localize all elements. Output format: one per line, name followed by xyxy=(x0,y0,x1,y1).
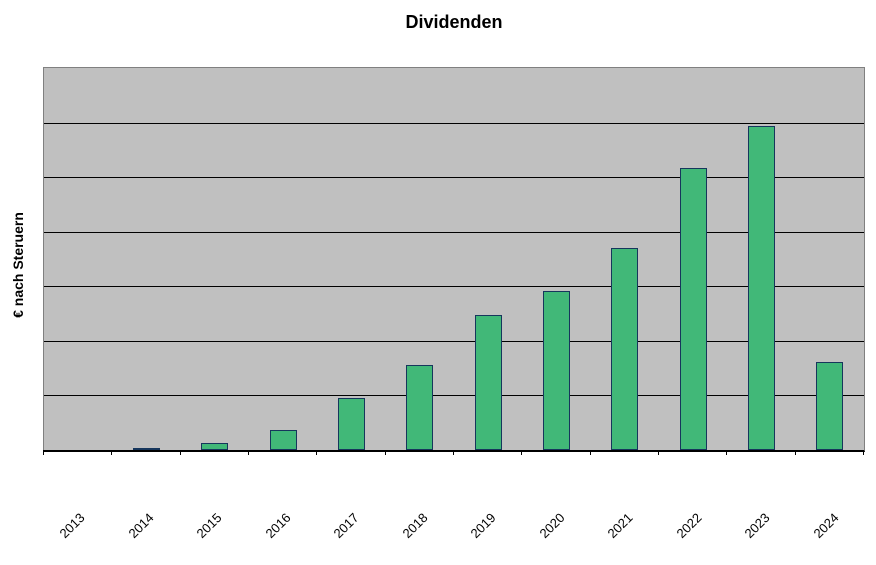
bar-2023 xyxy=(748,126,775,450)
bar-2014 xyxy=(133,447,160,450)
plot-area xyxy=(43,67,865,455)
gridline xyxy=(44,177,864,179)
x-axis-labels: 2013 2014 2015 2016 2017 2018 2019 2020 2021 2022… xyxy=(43,452,865,565)
bar-2022 xyxy=(679,168,707,450)
bar-2016 xyxy=(269,430,297,450)
x-tick-label-2019: 2019 xyxy=(467,510,499,542)
x-axis-tick xyxy=(384,450,386,455)
gridline xyxy=(44,286,864,288)
x-tick-label-2023: 2023 xyxy=(741,510,773,542)
x-tick-label-2013: 2013 xyxy=(56,510,88,542)
bar-2019 xyxy=(474,315,502,450)
x-axis-tick xyxy=(248,450,249,455)
x-axis-tick xyxy=(726,450,728,455)
x-axis-tick xyxy=(794,450,796,455)
x-axis-tick xyxy=(316,450,318,455)
x-tick-label-2022: 2022 xyxy=(673,510,705,542)
bar-2017 xyxy=(338,397,365,450)
gridline xyxy=(44,340,864,342)
gridline xyxy=(44,395,864,397)
gridline xyxy=(44,231,864,233)
x-axis-tick xyxy=(658,450,659,455)
x-axis-tick xyxy=(179,450,181,455)
x-tick-label-2015: 2015 xyxy=(193,510,225,542)
x-tick-label-2017: 2017 xyxy=(330,510,362,542)
chart-title: Dividenden xyxy=(405,12,503,32)
bar-2018 xyxy=(406,365,434,450)
x-axis-tick xyxy=(111,450,113,455)
x-axis-tick xyxy=(521,450,523,455)
x-axis-tick xyxy=(453,450,454,455)
x-axis-tick xyxy=(863,450,864,455)
x-tick-label-2016: 2016 xyxy=(262,510,294,542)
bar-2020 xyxy=(543,291,570,450)
bar-2024 xyxy=(816,361,844,450)
bar-2021 xyxy=(611,247,639,450)
x-tick-label-2020: 2020 xyxy=(536,510,568,542)
x-tick-label-2021: 2021 xyxy=(604,510,636,542)
x-tick-label-2014: 2014 xyxy=(125,510,157,542)
x-tick-label-2018: 2018 xyxy=(399,510,431,542)
bar-2015 xyxy=(201,442,229,450)
x-axis-tick xyxy=(589,450,591,455)
x-tick-label-2024: 2024 xyxy=(810,510,842,542)
x-axis-tick xyxy=(43,450,44,455)
gridline xyxy=(44,122,864,124)
y-axis-label: € nach Steruern xyxy=(10,212,26,318)
